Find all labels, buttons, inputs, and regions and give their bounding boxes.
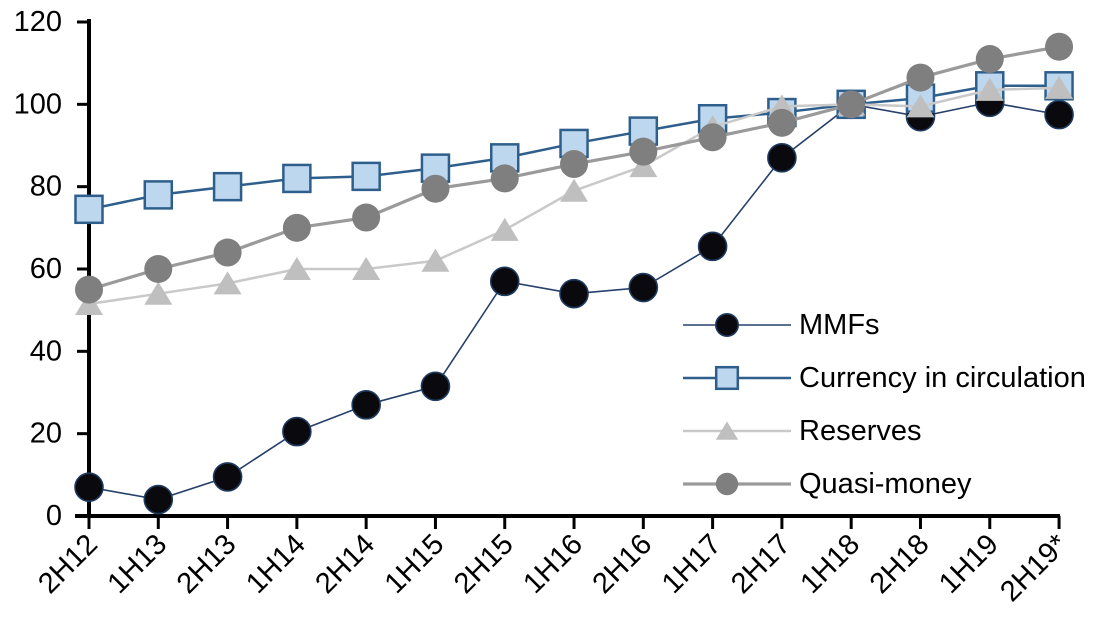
- y-tick-label: 20: [30, 418, 62, 450]
- data-point-quasi-money: [698, 123, 727, 152]
- legend-label-quasi-money: Quasi-money: [799, 468, 972, 500]
- data-point-currency-in-circulation: [74, 194, 104, 225]
- legend-marker-reserves: [715, 421, 739, 440]
- legend-label-reserves: Reserves: [799, 415, 922, 447]
- data-point-quasi-money: [629, 137, 658, 166]
- x-tick-label: 1H14: [240, 528, 312, 600]
- x-tick-label: 1H17: [656, 528, 728, 600]
- x-tick-label: 1H13: [102, 528, 174, 600]
- data-point-quasi-money: [490, 164, 519, 193]
- legend-label-currency-in-circulation: Currency in circulation: [799, 362, 1086, 394]
- data-point-quasi-money: [560, 150, 589, 179]
- data-point-mmfs: [697, 231, 728, 262]
- data-point-quasi-money: [282, 213, 311, 242]
- x-tick-label: 1H18: [794, 528, 866, 600]
- y-tick-label: 60: [30, 253, 62, 285]
- data-point-mmfs: [1044, 99, 1074, 130]
- data-point-mmfs: [282, 416, 312, 447]
- data-point-mmfs: [143, 484, 174, 515]
- x-tick-label: 2H16: [587, 528, 659, 600]
- data-point-mmfs: [628, 272, 659, 303]
- data-point-quasi-money: [352, 203, 381, 232]
- data-point-quasi-money: [906, 63, 935, 92]
- legend-label-mmfs: MMFs: [799, 309, 880, 341]
- y-tick-label: 100: [14, 88, 62, 120]
- data-point-reserves: [1045, 75, 1074, 99]
- data-point-currency-in-circulation: [212, 171, 243, 202]
- y-tick-label: 120: [14, 6, 62, 38]
- legend: MMFs Currency in circulation Reserves Quasi…: [683, 309, 1086, 500]
- y-tick-label: 40: [30, 335, 62, 367]
- y-tick-label: 0: [46, 500, 62, 532]
- data-point-reserves: [421, 248, 450, 272]
- data-point-quasi-money: [213, 238, 242, 267]
- data-point-reserves: [975, 77, 1004, 101]
- data-point-quasi-money: [1045, 32, 1074, 61]
- x-tick-label: 1H16: [517, 528, 589, 600]
- legend-item-mmfs: MMFs: [683, 309, 880, 341]
- legend-marker-mmfs: [714, 312, 739, 337]
- x-tick-label: 2H12: [32, 528, 104, 600]
- data-point-reserves: [282, 256, 311, 280]
- x-tick-label: 2H15: [448, 528, 520, 600]
- data-point-reserves: [144, 281, 173, 305]
- x-tick-label: 1H15: [379, 528, 451, 600]
- data-point-mmfs: [74, 472, 104, 502]
- legend-marker-quasi-money: [715, 472, 739, 496]
- x-tick-label: 2H17: [725, 528, 797, 600]
- data-point-quasi-money: [767, 108, 796, 137]
- data-point-quasi-money: [144, 254, 173, 283]
- legend-item-currency-in-circulation: Currency in circulation: [683, 362, 1086, 394]
- data-point-currency-in-circulation: [282, 163, 312, 194]
- data-point-currency-in-circulation: [489, 143, 520, 173]
- data-point-reserves: [490, 217, 519, 241]
- data-point-currency-in-circulation: [143, 180, 174, 210]
- data-point-mmfs: [351, 390, 381, 420]
- legend-marker-currency-in-circulation: [714, 365, 740, 391]
- legend-item-reserves: Reserves: [683, 415, 922, 447]
- legend-item-quasi-money: Quasi-money: [683, 468, 972, 500]
- data-point-reserves: [560, 178, 589, 202]
- x-tick-label: 1H19: [933, 528, 1005, 600]
- data-point-mmfs: [767, 143, 797, 173]
- x-tick-label: 2H19*: [994, 528, 1074, 608]
- data-point-reserves: [906, 94, 935, 118]
- x-tick-label: 2H13: [171, 528, 243, 600]
- data-point-quasi-money: [837, 90, 866, 119]
- data-point-quasi-money: [75, 275, 103, 304]
- data-point-reserves: [213, 271, 242, 295]
- y-tick-label: 80: [30, 171, 62, 203]
- data-point-mmfs: [489, 266, 520, 297]
- data-point-quasi-money: [975, 45, 1004, 74]
- data-point-mmfs: [420, 371, 451, 402]
- data-point-reserves: [352, 256, 381, 280]
- data-point-quasi-money: [421, 174, 450, 203]
- series-quasi-money: [75, 32, 1074, 304]
- x-tick-label: 2H14: [309, 528, 381, 600]
- x-tick-label: 2H18: [864, 528, 936, 600]
- data-point-mmfs: [559, 278, 589, 309]
- data-point-mmfs: [212, 462, 243, 492]
- data-point-currency-in-circulation: [351, 161, 381, 192]
